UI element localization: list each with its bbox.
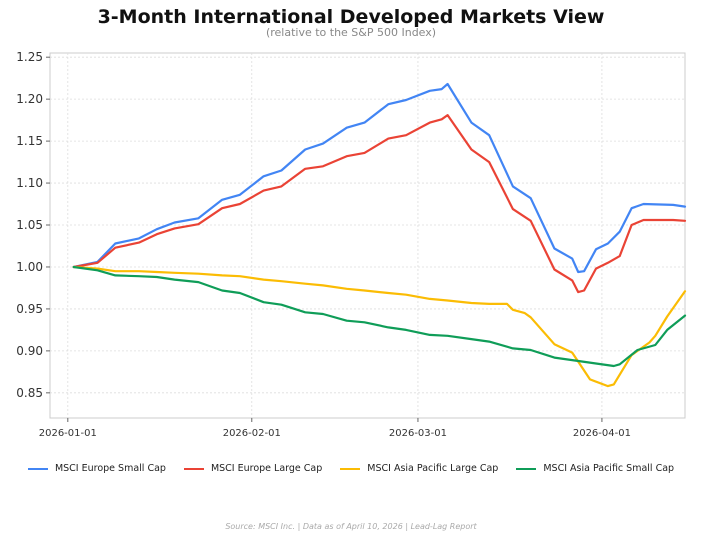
legend-swatch (516, 467, 537, 470)
plot-area-frame (49, 52, 686, 419)
y-tick-label: 1.20 (16, 92, 43, 106)
legend-swatch (340, 467, 361, 470)
chart-legend: MSCI Europe Small Cap MSCI Europe Large C… (0, 463, 702, 474)
legend-label: MSCI Europe Large Cap (210, 463, 323, 474)
series-line-msci-asia-pacific-small-cap (72, 265, 687, 368)
x-tick-label: 2026-04-01 (573, 428, 631, 439)
series-line-msci-europe-large-cap (72, 113, 687, 294)
legend-entry: MSCI Europe Small Cap (27, 463, 166, 474)
chart-title: 3-Month International Developed Markets … (97, 6, 605, 28)
y-tick-label: 1.00 (16, 260, 43, 274)
y-tick-label: 1.05 (16, 218, 43, 232)
y-tick-label: 0.85 (16, 386, 43, 400)
y-tick-label: 0.95 (16, 302, 43, 316)
legend-label: MSCI Europe Small Cap (54, 463, 166, 474)
x-tick-label: 2026-03-01 (389, 428, 447, 439)
y-tick-label: 1.10 (16, 176, 43, 190)
y-tick-label: 1.15 (16, 134, 43, 148)
x-tick-label: 2026-02-01 (223, 428, 281, 439)
y-tick-label: 0.90 (16, 344, 43, 358)
source-note: Source: MSCI Inc. | Data as of April 10,… (225, 522, 477, 531)
legend-label: MSCI Asia Pacific Small Cap (543, 463, 675, 474)
legend-label: MSCI Asia Pacific Large Cap (367, 463, 499, 474)
y-tick-label: 1.25 (16, 50, 43, 64)
legend-entry: MSCI Asia Pacific Small Cap (516, 463, 674, 474)
chart-subtitle: (relative to the S&P 500 Index) (265, 26, 437, 39)
legend-swatch (27, 467, 48, 470)
legend-entry: MSCI Europe Large Cap (183, 463, 323, 474)
series-line-msci-europe-small-cap (72, 82, 687, 274)
series-line-msci-asia-pacific-large-cap (72, 265, 687, 388)
x-tick-label: 2026-01-01 (39, 428, 97, 439)
legend-entry: MSCI Asia Pacific Large Cap (340, 463, 498, 474)
legend-swatch (183, 467, 204, 470)
